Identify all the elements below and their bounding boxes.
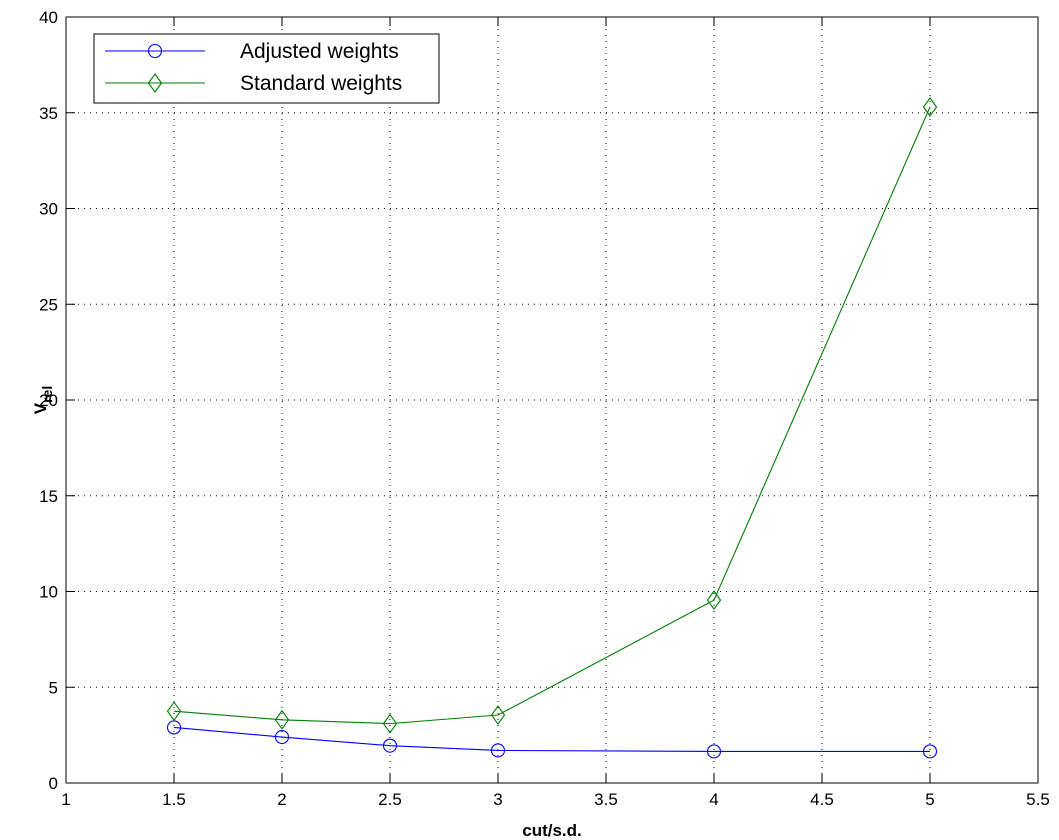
- y-tick-label: 40: [39, 8, 58, 27]
- data-point: [922, 97, 938, 117]
- y-axis-label-subscript: rel: [39, 386, 55, 403]
- data-point: [490, 705, 506, 725]
- legend-marker: [147, 73, 163, 93]
- axis-ticks: 1 1.5 2 2.5 3 3.5 4 4.5 5 5.5 0 5 10 15 20 25 30 35 40: [39, 8, 1050, 809]
- y-tick-label: 10: [39, 583, 58, 602]
- legend: Adjusted weights Standard weights: [93, 33, 440, 104]
- series-line: [173, 726, 930, 752]
- legend-label: Adjusted weights: [240, 40, 399, 63]
- y-axis-label: Vrel: [31, 386, 55, 414]
- x-axis-label: cut/s.d.: [522, 821, 582, 840]
- x-tick-label: 3.5: [594, 790, 618, 809]
- data-point: [166, 701, 182, 722]
- y-tick-label: 15: [39, 487, 58, 506]
- series-1: [166, 97, 938, 734]
- legend-marker: [147, 43, 163, 59]
- data-point: [274, 729, 290, 745]
- x-tick-label: 1: [61, 790, 70, 809]
- data-point: [382, 738, 398, 753]
- y-axis-label-main: V: [31, 402, 50, 414]
- series-0: [166, 720, 938, 759]
- grid: [66, 17, 1038, 783]
- x-tick-label: 4: [709, 790, 718, 809]
- x-tick-label: 1.5: [162, 790, 186, 809]
- legend-label: Standard weights: [240, 72, 402, 95]
- y-tick-label: 25: [39, 295, 58, 314]
- data-point: [490, 743, 506, 758]
- data-point: [274, 709, 290, 730]
- x-tick-label: 2.5: [378, 790, 402, 809]
- data-point: [922, 744, 938, 759]
- y-tick-label: 35: [39, 104, 58, 123]
- x-tick-label: 5.5: [1026, 790, 1050, 809]
- x-tick-label: 4.5: [810, 790, 834, 809]
- y-tick-label: 5: [49, 678, 58, 697]
- series-line: [173, 106, 931, 725]
- legend-entry: Standard weights: [105, 72, 402, 95]
- x-tick-label: 3: [493, 790, 502, 809]
- y-tick-label: 30: [39, 200, 58, 219]
- data-point: [382, 713, 398, 734]
- y-tick-label: 20: [39, 391, 58, 410]
- y-tick-label: 0: [49, 774, 58, 793]
- x-tick-label: 5: [925, 790, 934, 809]
- data-point: [706, 590, 722, 611]
- x-tick-label: 2: [277, 790, 286, 809]
- legend-entries: Adjusted weights Standard weights: [105, 40, 402, 95]
- series-layer: [166, 97, 938, 759]
- legend-entry: Adjusted weights: [105, 40, 399, 63]
- data-point: [706, 744, 722, 759]
